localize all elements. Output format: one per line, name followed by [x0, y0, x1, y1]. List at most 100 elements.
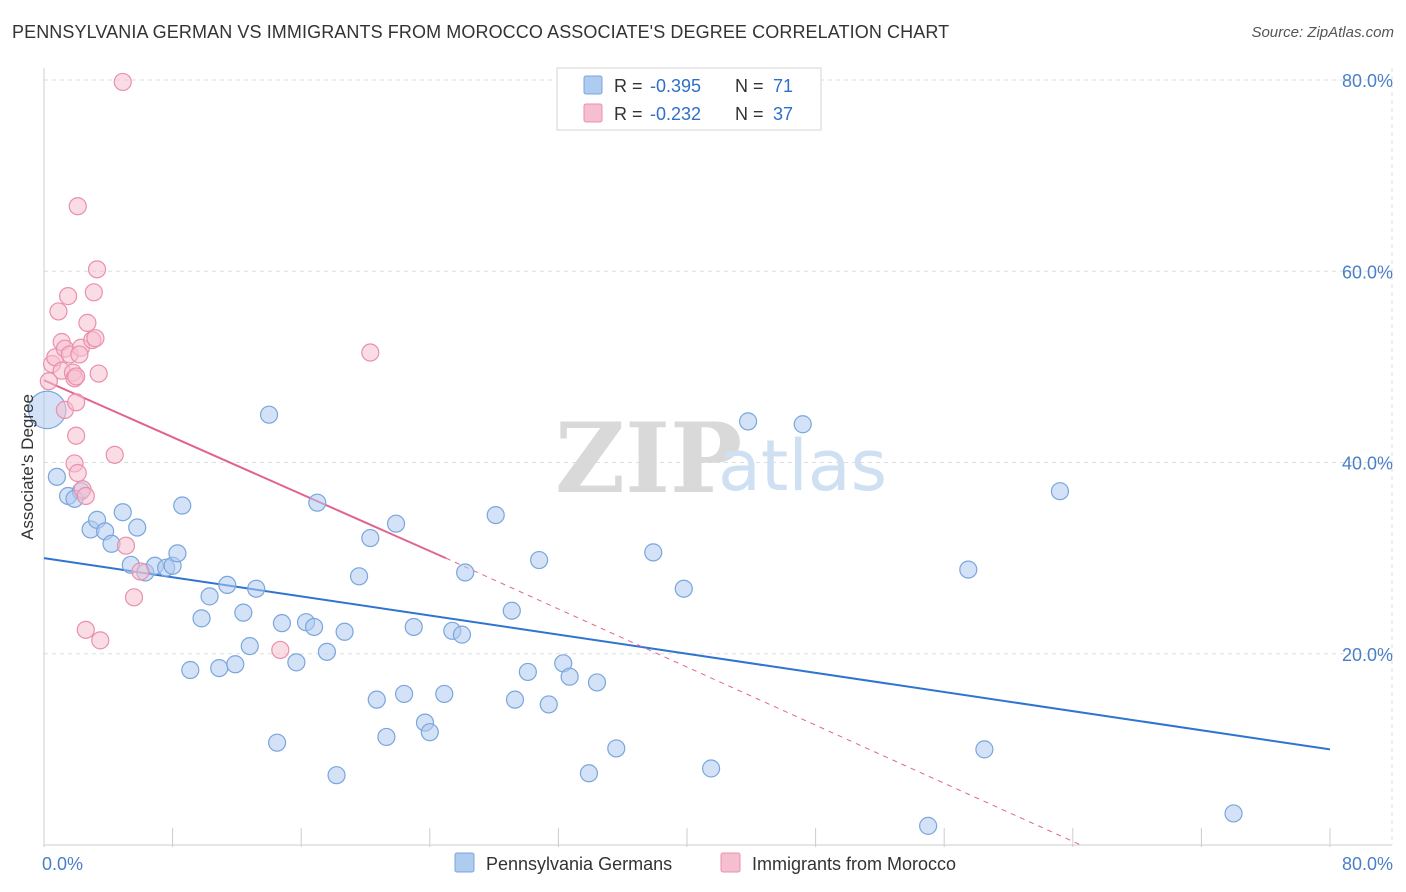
legend-n-value-2: 37 [773, 104, 793, 124]
data-point-immigrants-from-morocco [86, 329, 105, 348]
y-axis-label: Associate's Degree [18, 394, 37, 540]
data-point-pennsylvania-germans [674, 579, 693, 598]
y-tick-label: 20.0% [1342, 645, 1393, 665]
data-point-immigrants-from-morocco [39, 372, 58, 391]
data-point-immigrants-from-morocco [49, 302, 68, 321]
data-point-pennsylvania-germans [607, 739, 626, 758]
data-point-pennsylvania-germans [304, 617, 324, 637]
data-point-pennsylvania-germans [335, 622, 354, 641]
data-point-pennsylvania-germans [386, 514, 406, 533]
data-point-pennsylvania-germans [644, 543, 663, 562]
data-point-pennsylvania-germans [168, 544, 187, 563]
bottom-legend-label-2: Immigrants from Morocco [752, 854, 956, 874]
bottom-legend-label-1: Pennsylvania Germans [486, 854, 672, 874]
bottom-legend-swatch-pink [720, 852, 741, 873]
data-point-immigrants-from-morocco [91, 631, 110, 650]
data-point-immigrants-from-morocco [76, 620, 95, 639]
data-point-immigrants-from-morocco [84, 283, 103, 302]
data-point-pennsylvania-germans [456, 563, 475, 582]
data-point-pennsylvania-germans [1224, 804, 1243, 823]
data-point-pennsylvania-germans [240, 636, 259, 656]
series-pennsylvania-germans [27, 390, 1243, 835]
data-point-pennsylvania-germans [587, 673, 607, 692]
legend-n-label-2: N = [735, 104, 764, 124]
data-point-pennsylvania-germans [505, 690, 525, 709]
data-point-pennsylvania-germans [173, 496, 192, 515]
trend-line-morocco-extension [445, 557, 1082, 846]
data-point-pennsylvania-germans [404, 617, 423, 637]
data-point-pennsylvania-germans [738, 412, 758, 431]
data-point-immigrants-from-morocco [78, 313, 97, 332]
data-point-immigrants-from-morocco [87, 260, 107, 279]
data-point-pennsylvania-germans [702, 759, 721, 778]
legend-n-value-1: 71 [773, 76, 793, 96]
data-point-pennsylvania-germans [518, 662, 537, 682]
data-point-pennsylvania-germans [435, 684, 454, 704]
legend: R = -0.395 N = 71 R = -0.232 N = 37 [556, 67, 822, 131]
legend-r-label-1: R = [614, 76, 643, 96]
data-point-pennsylvania-germans [47, 467, 66, 486]
axes [43, 68, 1392, 847]
data-point-immigrants-from-morocco [67, 393, 86, 412]
data-point-pennsylvania-germans [272, 614, 292, 633]
watermark: ZIP atlas [555, 402, 887, 515]
data-point-pennsylvania-germans [259, 405, 279, 424]
watermark-atlas: atlas [718, 425, 887, 507]
tick-labels: 20.0% 40.0% 60.0% 80.0% 0.0% 80.0% [42, 71, 1393, 874]
bottom-legend: Pennsylvania Germans Immigrants from Mor… [454, 852, 956, 874]
watermark-zip: ZIP [555, 402, 742, 515]
data-point-pennsylvania-germans [267, 733, 287, 752]
data-point-pennsylvania-germans [919, 816, 938, 835]
data-point-immigrants-from-morocco [68, 197, 87, 216]
data-point-immigrants-from-morocco [131, 562, 150, 581]
data-point-pennsylvania-germans [486, 505, 505, 525]
data-point-pennsylvania-germans [113, 503, 132, 522]
x-tick-label-min: 0.0% [42, 854, 83, 874]
data-point-immigrants-from-morocco [67, 426, 86, 445]
series-immigrants-from-morocco [39, 72, 380, 660]
y-tick-label: 80.0% [1342, 71, 1393, 91]
data-point-pennsylvania-germans [287, 653, 306, 672]
data-point-pennsylvania-germans [394, 684, 414, 704]
data-point-immigrants-from-morocco [68, 463, 87, 483]
y-tick-label: 60.0% [1342, 262, 1393, 282]
data-point-pennsylvania-germans [975, 740, 994, 759]
data-point-pennsylvania-germans [539, 695, 558, 714]
data-point-pennsylvania-germans [317, 642, 337, 661]
data-point-pennsylvania-germans [234, 603, 253, 622]
legend-r-value-2: -0.232 [650, 104, 701, 124]
y-tick-label: 40.0% [1342, 454, 1393, 474]
data-point-pennsylvania-germans [349, 567, 369, 586]
legend-r-value-1: -0.395 [650, 76, 701, 96]
data-point-pennsylvania-germans [128, 518, 147, 537]
data-point-immigrants-from-morocco [124, 588, 144, 607]
data-point-pennsylvania-germans [218, 575, 237, 595]
trend-line-immigrants-from-morocco [43, 379, 447, 560]
data-point-immigrants-from-morocco [105, 445, 124, 464]
data-point-immigrants-from-morocco [271, 640, 290, 660]
data-point-pennsylvania-germans [420, 723, 439, 742]
data-point-immigrants-from-morocco [59, 287, 78, 306]
data-point-pennsylvania-germans [530, 550, 549, 570]
data-point-pennsylvania-germans [210, 658, 229, 678]
data-point-pennsylvania-germans [226, 655, 245, 674]
data-point-pennsylvania-germans [452, 625, 472, 644]
data-point-pennsylvania-germans [367, 690, 386, 709]
data-point-pennsylvania-germans [1050, 482, 1070, 501]
data-point-pennsylvania-germans [327, 766, 346, 785]
legend-r-label-2: R = [614, 104, 643, 124]
bottom-legend-swatch-blue [454, 852, 475, 873]
legend-n-label-1: N = [735, 76, 764, 96]
data-point-immigrants-from-morocco [67, 367, 86, 386]
data-point-pennsylvania-germans [502, 601, 521, 620]
data-point-immigrants-from-morocco [113, 72, 132, 92]
chart-title: PENNSYLVANIA GERMAN VS IMMIGRANTS FROM M… [12, 22, 950, 42]
data-point-pennsylvania-germans [200, 587, 219, 606]
data-point-pennsylvania-germans [793, 415, 812, 434]
legend-swatch-blue [583, 75, 603, 95]
data-point-pennsylvania-germans [377, 727, 396, 747]
data-point-immigrants-from-morocco [70, 345, 89, 364]
data-point-pennsylvania-germans [579, 764, 599, 783]
x-tick-label-max: 80.0% [1342, 854, 1393, 874]
data-point-pennsylvania-germans [181, 660, 200, 680]
